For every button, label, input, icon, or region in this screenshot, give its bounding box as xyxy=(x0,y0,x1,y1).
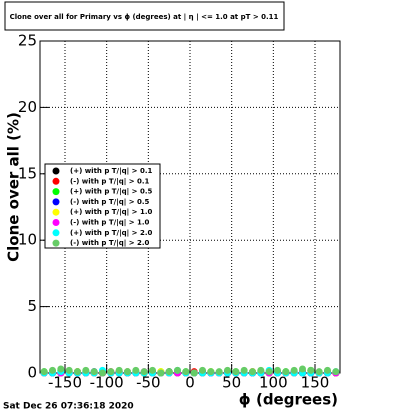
data-point xyxy=(99,369,106,377)
data-point xyxy=(199,366,206,374)
legend-marker xyxy=(52,219,60,226)
timestamp: Sat Dec 26 07:36:18 2020 xyxy=(3,402,134,412)
x-tick-label: -150 xyxy=(48,374,82,392)
data-point xyxy=(115,366,123,374)
legend-marker xyxy=(52,177,60,185)
y-tick-label: 20 xyxy=(18,98,37,116)
y-tick-label: 0 xyxy=(27,364,37,382)
legend-label: (-) with p T/|q| > 1.0 xyxy=(70,219,150,228)
legend-label: (-) with p T/|q| > 0.5 xyxy=(70,198,150,207)
data-point xyxy=(299,365,306,373)
legend-marker xyxy=(52,208,60,216)
x-tick-label: 100 xyxy=(259,374,288,392)
legend-marker xyxy=(52,188,60,196)
data-point xyxy=(74,368,81,376)
legend-label: (-) with p T/|q| > 2.0 xyxy=(70,239,150,248)
x-tick-label: -50 xyxy=(136,374,161,392)
data-point xyxy=(65,366,73,374)
x-axis-label: ϕ (degrees) xyxy=(239,391,338,409)
data-point xyxy=(124,368,131,376)
data-point xyxy=(324,366,331,374)
legend-marker xyxy=(52,229,60,237)
data-point xyxy=(332,368,340,376)
x-tick-label: 50 xyxy=(222,374,241,392)
data-point xyxy=(157,369,165,377)
data-point xyxy=(232,368,240,376)
data-point xyxy=(90,368,98,376)
data-point xyxy=(190,369,198,377)
data-point xyxy=(140,368,148,376)
data-point xyxy=(82,366,90,374)
legend-label: (-) with p T/|q| > 0.1 xyxy=(70,177,150,186)
x-tick-label: 150 xyxy=(301,374,330,392)
data-point xyxy=(165,368,173,376)
y-tick-label: 15 xyxy=(18,164,37,182)
data-point xyxy=(307,366,315,374)
legend-label: (+) with p T/|q| > 1.0 xyxy=(70,208,153,217)
chart-title: Clone over all for Primary vs ϕ (degrees… xyxy=(10,13,279,22)
data-point xyxy=(174,366,181,374)
legend-box xyxy=(44,163,161,249)
data-point xyxy=(290,366,298,374)
y-tick-label: 25 xyxy=(18,32,37,50)
data-point xyxy=(224,366,231,374)
legend-marker xyxy=(52,167,60,175)
y-axis-label: Clone over all (%) xyxy=(5,112,23,262)
legend-label: (+) with p T/|q| > 0.5 xyxy=(70,188,153,197)
y-tick-label: 5 xyxy=(27,297,37,315)
data-point xyxy=(265,368,273,376)
legend-label: (+) with p T/|q| > 2.0 xyxy=(70,229,153,238)
data-point xyxy=(215,368,223,376)
data-point xyxy=(57,365,65,373)
legend-marker xyxy=(52,198,60,206)
x-tick-label: -100 xyxy=(90,374,124,392)
y-tick-label: 10 xyxy=(18,231,37,249)
data-point xyxy=(207,368,215,376)
data-point xyxy=(132,366,140,374)
data-point xyxy=(149,366,156,374)
data-point xyxy=(40,368,48,376)
x-tick-label: 0 xyxy=(185,374,195,392)
data-point xyxy=(107,368,115,376)
data-point xyxy=(282,368,290,376)
data-point xyxy=(274,366,281,374)
title-box xyxy=(4,1,285,31)
legend: (+) with p T/|q| > 0.1(-) with p T/|q| >… xyxy=(44,163,161,249)
data-point xyxy=(49,366,56,374)
legend-label: (+) with p T/|q| > 0.1 xyxy=(70,167,153,176)
data-point xyxy=(249,368,256,376)
data-point xyxy=(240,366,248,374)
data-point xyxy=(182,368,190,376)
legend-marker xyxy=(52,239,60,247)
data-point xyxy=(257,366,265,374)
data-point xyxy=(315,368,323,376)
